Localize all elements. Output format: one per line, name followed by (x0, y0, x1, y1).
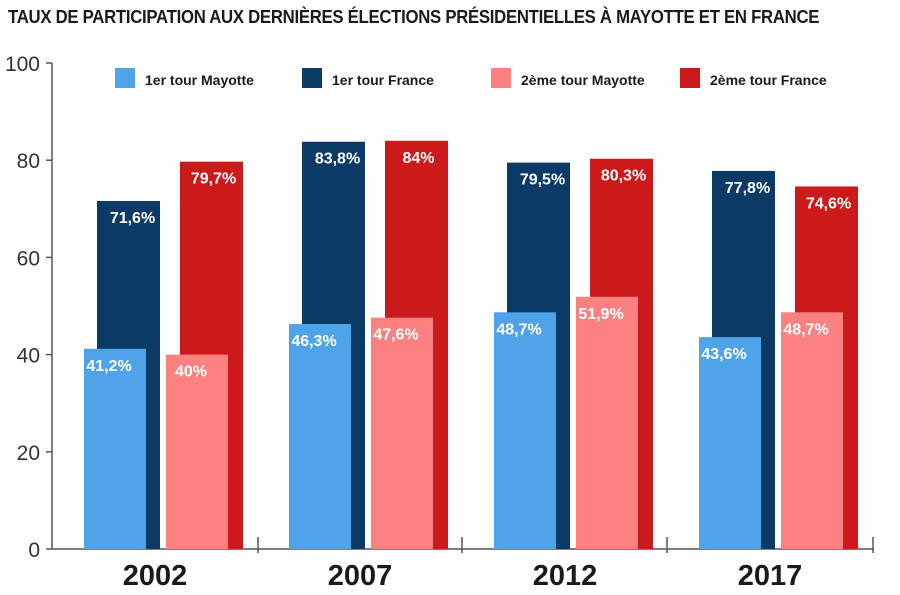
data-label-2-me-tour-france-2002: 79,7% (191, 171, 236, 188)
data-label-2-me-tour-mayotte-2007: 47,6% (373, 327, 418, 344)
y-tick-label-40: 40 (17, 345, 40, 368)
legend-label-1er-tour-france: 1er tour France (332, 72, 434, 88)
bar-2-me-tour-mayotte-2002 (166, 354, 228, 549)
bar-1er-tour-mayotte-2012 (494, 312, 556, 549)
data-label-1er-tour-mayotte-2002: 41,2% (86, 358, 131, 375)
bar-1er-tour-mayotte-2002 (84, 348, 146, 549)
data-label-2-me-tour-mayotte-2012: 51,9% (578, 306, 623, 323)
chart-legend: 1er tour Mayotte 1er tour France 2ème tour… (115, 68, 827, 88)
data-label-1er-tour-france-2012: 79,5% (520, 172, 565, 189)
legend-swatch-2-me-tour-france (680, 68, 700, 88)
y-tick-label-100: 100 (5, 53, 40, 76)
data-label-1er-tour-mayotte-2012: 48,7% (496, 321, 541, 338)
y-tick-label-80: 80 (17, 150, 40, 173)
data-label-2-me-tour-france-2017: 74,6% (806, 195, 851, 212)
chart-bars (84, 140, 858, 550)
x-category-label-2007: 2007 (328, 560, 393, 592)
data-label-1er-tour-mayotte-2007: 46,3% (291, 333, 336, 350)
legend-label-1er-tour-mayotte: 1er tour Mayotte (145, 72, 254, 88)
chart-title: TAUX DE PARTICIPATION AUX DERNIÈRES ÉLEC… (8, 7, 820, 27)
bar-1er-tour-mayotte-2007 (289, 323, 351, 549)
x-category-label-2017: 2017 (738, 560, 803, 592)
chart-data-labels: 41,2% 71,6% 40% 79,7% 46,3% 83,8% 47,6% 84% 48,7… (86, 150, 851, 381)
data-label-2-me-tour-france-2007: 84% (402, 150, 434, 167)
data-label-2-me-tour-mayotte-2002: 40% (175, 364, 207, 381)
x-category-label-2012: 2012 (533, 560, 598, 592)
data-label-2-me-tour-france-2012: 80,3% (601, 168, 646, 185)
legend-swatch-1er-tour-mayotte (115, 68, 135, 88)
data-label-2-me-tour-mayotte-2017: 48,7% (783, 321, 828, 338)
data-label-1er-tour-mayotte-2017: 43,6% (701, 346, 746, 363)
x-category-label-2002: 2002 (123, 560, 188, 592)
legend-label-2-me-tour-mayotte: 2ème tour Mayotte (521, 72, 645, 88)
legend-swatch-2-me-tour-mayotte (491, 68, 511, 88)
bar-2-me-tour-mayotte-2017 (781, 312, 843, 549)
legend-label-2-me-tour-france: 2ème tour France (710, 72, 827, 88)
bar-1er-tour-mayotte-2017 (699, 337, 761, 549)
legend-swatch-1er-tour-france (302, 68, 322, 88)
data-label-1er-tour-france-2007: 83,8% (315, 151, 360, 168)
bar-2-me-tour-mayotte-2012 (576, 296, 638, 549)
data-label-1er-tour-france-2002: 71,6% (110, 210, 155, 227)
y-tick-label-0: 0 (28, 539, 40, 562)
y-tick-label-60: 60 (17, 247, 40, 270)
bar-2-me-tour-mayotte-2007 (371, 317, 433, 549)
y-tick-label-20: 20 (17, 442, 40, 465)
data-label-1er-tour-france-2017: 77,8% (725, 180, 770, 197)
